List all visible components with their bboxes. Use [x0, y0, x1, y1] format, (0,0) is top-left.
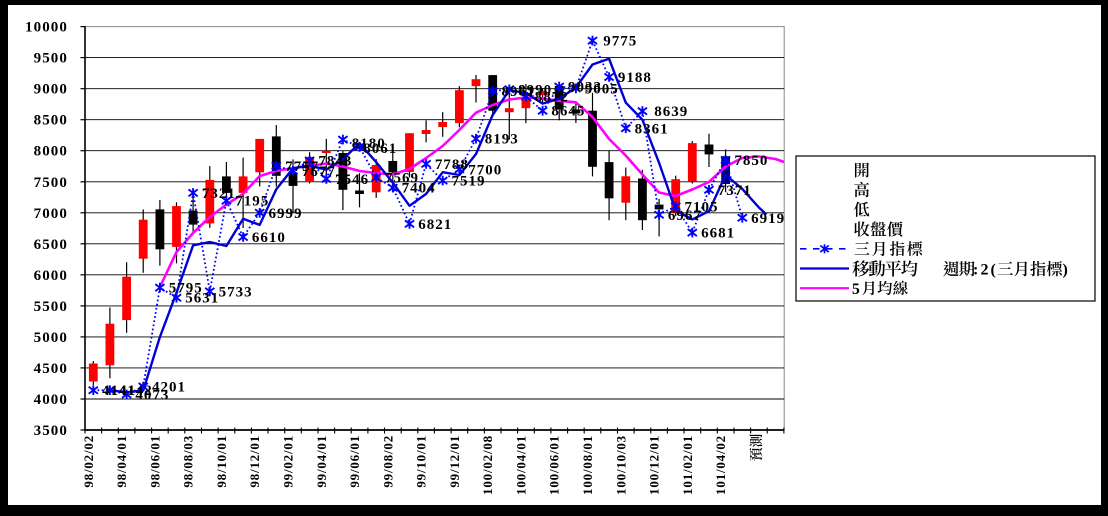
svg-text:7843: 7843 [318, 154, 352, 170]
svg-text:5000: 5000 [34, 330, 68, 346]
svg-text:98/04/01: 98/04/01 [114, 435, 129, 488]
svg-text:100/06/01: 100/06/01 [547, 435, 562, 495]
svg-text:7677: 7677 [302, 164, 336, 180]
svg-text:6681: 6681 [701, 226, 735, 242]
svg-text:100/04/01: 100/04/01 [513, 435, 528, 495]
svg-text:8639: 8639 [654, 104, 688, 120]
svg-text:98/06/01: 98/06/01 [147, 435, 162, 488]
svg-text:8000: 8000 [34, 144, 68, 160]
svg-text:8061: 8061 [363, 141, 397, 157]
svg-text:4073: 4073 [135, 387, 169, 403]
svg-text:6919: 6919 [751, 211, 785, 227]
svg-text:7788: 7788 [435, 157, 469, 173]
svg-text:7404: 7404 [402, 181, 436, 197]
svg-text:7850: 7850 [734, 153, 768, 169]
svg-text:7321: 7321 [202, 186, 236, 202]
svg-text:7546: 7546 [335, 172, 369, 188]
svg-text:8872: 8872 [535, 90, 569, 106]
svg-text:101/02/01: 101/02/01 [680, 435, 695, 495]
svg-text:5631: 5631 [185, 291, 219, 307]
svg-text:6610: 6610 [252, 230, 286, 246]
svg-text:7757: 7757 [285, 159, 319, 175]
svg-text:6821: 6821 [418, 217, 452, 233]
svg-text:100/10/03: 100/10/03 [613, 435, 628, 495]
svg-text:4500: 4500 [34, 361, 68, 377]
svg-text:7000: 7000 [34, 206, 68, 222]
svg-text:99/06/01: 99/06/01 [347, 435, 362, 488]
svg-text:6999: 6999 [269, 206, 303, 222]
svg-text:98/08/03: 98/08/03 [181, 435, 196, 488]
svg-text:101/04/02: 101/04/02 [713, 435, 728, 495]
svg-text:9000: 9000 [34, 82, 68, 98]
svg-text:8193: 8193 [485, 132, 519, 148]
svg-text:7500: 7500 [34, 175, 68, 191]
svg-text:6000: 6000 [34, 268, 68, 284]
svg-text:99/10/01: 99/10/01 [414, 435, 429, 488]
svg-text:9500: 9500 [34, 51, 68, 67]
svg-text:98/02/02: 98/02/02 [81, 435, 96, 488]
svg-text:8645: 8645 [551, 104, 585, 120]
svg-text:7700: 7700 [468, 162, 502, 178]
svg-text:9775: 9775 [603, 34, 637, 50]
svg-text:4201: 4201 [152, 380, 186, 396]
svg-text:5733: 5733 [219, 284, 253, 300]
svg-text:8990: 8990 [518, 82, 552, 98]
svg-text:9188: 9188 [618, 70, 652, 86]
svg-text:7569: 7569 [385, 171, 419, 187]
svg-text:2: 2 [981, 262, 989, 279]
svg-text:99/02/01: 99/02/01 [281, 435, 296, 488]
svg-text:6967: 6967 [668, 208, 702, 224]
svg-text:8500: 8500 [34, 113, 68, 129]
svg-text:9033: 9033 [568, 80, 602, 96]
svg-text:7371: 7371 [718, 183, 752, 199]
svg-text:99/12/01: 99/12/01 [447, 435, 462, 488]
svg-text:8180: 8180 [352, 136, 386, 152]
svg-text:7105: 7105 [685, 199, 719, 215]
svg-text:98/12/01: 98/12/01 [247, 435, 262, 488]
svg-text:4141: 4141 [102, 383, 136, 399]
svg-text:99/04/01: 99/04/01 [314, 435, 329, 488]
svg-text:10000: 10000 [25, 20, 68, 36]
svg-text:): ) [1063, 262, 1068, 279]
svg-text:4000: 4000 [34, 392, 68, 408]
svg-text:98/10/01: 98/10/01 [214, 435, 229, 488]
svg-text:9005: 9005 [585, 81, 619, 97]
svg-text:3500: 3500 [34, 423, 68, 439]
svg-text:99/08/02: 99/08/02 [380, 435, 395, 488]
svg-text:100/02/08: 100/02/08 [480, 435, 495, 495]
svg-text:7519: 7519 [452, 174, 486, 190]
svg-text:100/12/01: 100/12/01 [647, 435, 662, 495]
svg-text:6500: 6500 [34, 237, 68, 253]
svg-text:7195: 7195 [235, 194, 269, 210]
svg-text:5500: 5500 [34, 299, 68, 315]
svg-text:8961: 8961 [502, 84, 536, 100]
svg-text:5: 5 [852, 281, 860, 298]
svg-text:5795: 5795 [169, 281, 203, 297]
svg-text:(: ( [991, 262, 996, 279]
svg-text:8361: 8361 [635, 121, 669, 137]
svg-text:100/08/01: 100/08/01 [580, 435, 595, 495]
svg-text:4142: 4142 [119, 383, 153, 399]
svg-text::: : [973, 262, 978, 279]
